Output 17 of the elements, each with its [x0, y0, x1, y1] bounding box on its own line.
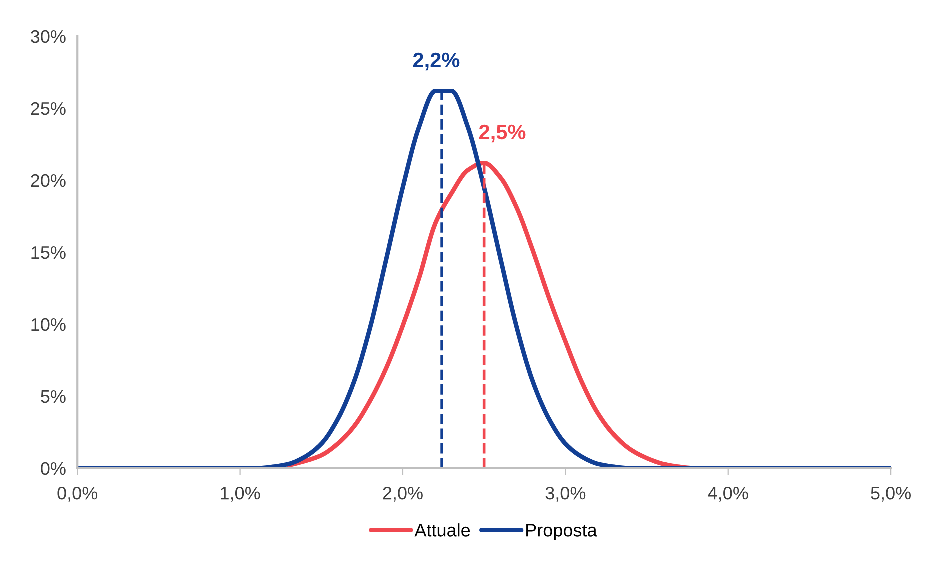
y-tick-label: 10%: [32, 318, 66, 332]
y-tick-label: 5%: [41, 390, 66, 404]
x-tick-label: 1,0%: [221, 486, 260, 502]
x-tick-label: 4,0%: [708, 486, 748, 502]
legend-label: Proposta: [526, 524, 598, 540]
x-tick-label: 2,0%: [383, 486, 423, 502]
y-tick-label: 0%: [41, 462, 66, 476]
y-tick-label: 30%: [31, 30, 66, 44]
ref-line-label: 2,5%: [479, 124, 526, 143]
y-tick-label: 15%: [32, 246, 66, 260]
ref-line-label: 2,2%: [413, 52, 460, 71]
y-tick-label: 20%: [31, 174, 66, 188]
y-tick-label: 25%: [31, 102, 66, 116]
x-tick-label: 0,0%: [58, 486, 98, 502]
x-tick-label: 5,0%: [871, 486, 911, 502]
x-tick-label: 3,0%: [546, 486, 586, 502]
legend-label: Attuale: [414, 524, 470, 537]
